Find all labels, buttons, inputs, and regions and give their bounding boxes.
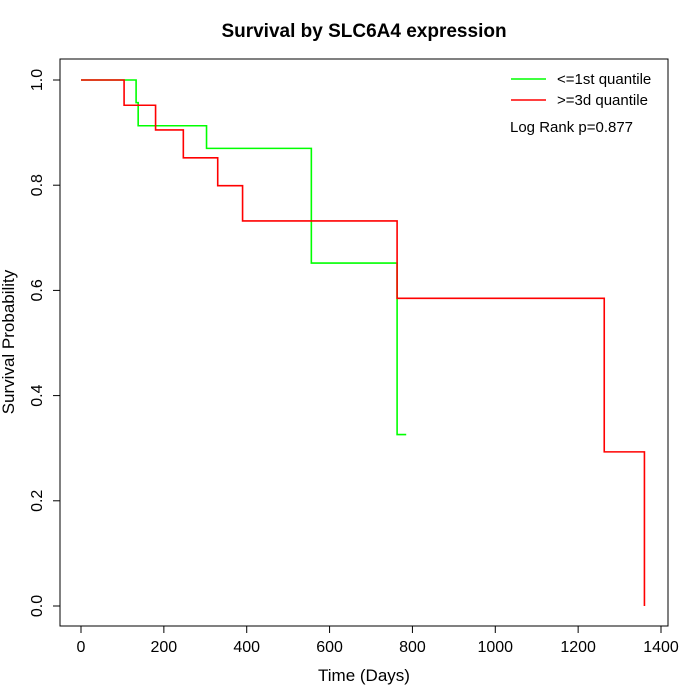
y-tick-label: 1.0 [29, 69, 46, 91]
x-tick-label: 1200 [560, 639, 596, 656]
y-tick-label: 0.0 [29, 595, 46, 617]
x-tick-label: 1000 [477, 639, 513, 656]
y-tick-label: 0.2 [29, 490, 46, 512]
x-axis: 0 200 400 600 800 1000 1200 1400 [77, 625, 679, 656]
series-layer [81, 79, 646, 606]
survival-curve-2 [81, 79, 646, 606]
legend-label: >=3d quantile [557, 92, 648, 109]
x-axis-label: Time (Days) [318, 666, 410, 685]
x-tick-label: 400 [233, 639, 260, 656]
y-tick-label: 0.6 [29, 279, 46, 301]
x-tick-label: 800 [399, 639, 426, 656]
y-tick-label: 0.4 [29, 384, 46, 406]
chart-title: Survival by SLC6A4 expression [221, 21, 506, 42]
log-rank-annotation: Log Rank p=0.877 [510, 119, 633, 136]
y-axis-label: Survival Probability [0, 269, 18, 414]
x-tick-label: 1400 [643, 639, 679, 656]
survival-curve-1 [81, 79, 407, 436]
y-axis: 0.0 0.2 0.4 0.6 0.8 1.0 [29, 69, 61, 617]
x-tick-label: 200 [151, 639, 178, 656]
legend-label: <=1st quantile [557, 71, 651, 88]
plot-frame [59, 58, 669, 627]
x-tick-label: 600 [316, 639, 343, 656]
legend: <=1st quantile >=3d quantile [511, 71, 651, 109]
y-tick-label: 0.8 [29, 174, 46, 196]
x-tick-label: 0 [77, 639, 86, 656]
